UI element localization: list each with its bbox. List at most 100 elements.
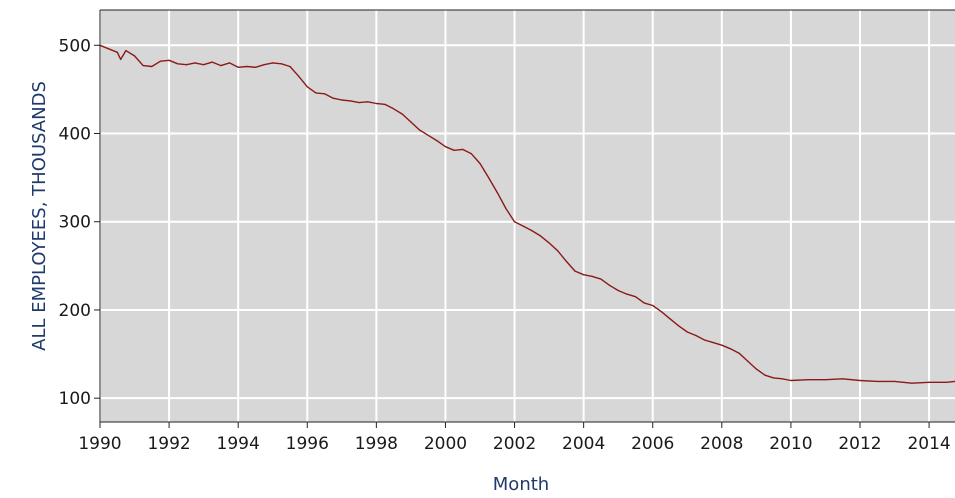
x-tick-label: 1996 <box>286 434 329 454</box>
data-point <box>721 344 723 346</box>
data-point <box>505 207 507 210</box>
data-point <box>254 66 257 68</box>
data-point <box>634 296 637 298</box>
series-group <box>99 44 955 384</box>
data-point <box>427 134 429 136</box>
data-point <box>617 289 619 292</box>
x-tick-label: 1992 <box>147 434 190 454</box>
data-point <box>643 302 645 304</box>
data-point <box>168 59 170 61</box>
data-point <box>401 113 403 115</box>
x-tick-label: 2012 <box>838 434 881 454</box>
data-point <box>755 368 758 370</box>
x-tick-label: 2010 <box>769 434 812 454</box>
data-point <box>686 331 688 333</box>
data-point <box>574 270 576 272</box>
data-point <box>747 360 749 362</box>
y-axis-ticks: 100 200 300 400 500 <box>59 36 100 409</box>
data-point <box>263 64 265 66</box>
data-point <box>531 230 533 232</box>
data-point <box>513 221 516 223</box>
data-point <box>462 148 464 150</box>
data-point <box>375 102 377 105</box>
data-point <box>220 65 222 67</box>
data-point <box>859 379 861 382</box>
data-point <box>773 377 775 379</box>
data-point <box>332 97 334 99</box>
data-point <box>341 99 343 101</box>
data-point <box>600 278 602 280</box>
data-point <box>133 55 136 57</box>
data-point <box>358 102 360 104</box>
y-tick-label: 100 <box>59 389 91 409</box>
data-point <box>246 65 248 68</box>
data-point <box>669 318 671 320</box>
data-point <box>444 146 447 148</box>
data-point <box>608 284 611 286</box>
data-point <box>418 129 421 131</box>
data-point <box>695 334 697 337</box>
data-point <box>738 352 740 354</box>
data-point <box>876 380 878 382</box>
x-axis-ticks: 1990 1992 1994 1996 1998 2000 2002 2004 2006 2008… <box>78 422 951 454</box>
data-point <box>626 293 628 295</box>
data-point <box>729 348 732 350</box>
data-point <box>522 225 524 227</box>
data-point <box>151 65 153 68</box>
data-point <box>393 108 395 110</box>
data-point <box>842 378 844 380</box>
data-point <box>272 62 274 64</box>
data-point <box>177 63 179 65</box>
data-point <box>807 379 809 381</box>
data-point <box>781 378 783 380</box>
data-point <box>185 64 187 66</box>
data-point <box>479 162 481 165</box>
data-point <box>280 63 282 65</box>
data-point <box>565 260 568 262</box>
x-tick-label: 2002 <box>493 434 536 454</box>
data-point <box>911 382 913 384</box>
data-point <box>488 177 490 179</box>
data-point <box>410 121 412 123</box>
data-point <box>764 374 766 376</box>
data-point <box>712 342 714 344</box>
data-point <box>211 61 213 63</box>
data-point <box>315 92 317 94</box>
data-point <box>496 192 498 194</box>
data-point <box>108 48 110 50</box>
data-point <box>116 51 118 53</box>
y-axis-title: ALL EMPLOYEES, THOUSANDS <box>29 81 50 351</box>
data-point <box>142 65 144 67</box>
y-tick-label: 500 <box>59 36 91 56</box>
y-tick-label: 400 <box>59 125 91 145</box>
data-point <box>289 65 291 68</box>
x-tick-label: 1990 <box>78 434 121 454</box>
plot-area <box>100 10 955 422</box>
data-point <box>298 75 300 77</box>
data-point <box>660 311 663 313</box>
data-point <box>120 58 122 61</box>
data-point <box>928 381 930 383</box>
data-point <box>539 235 542 237</box>
data-point <box>323 93 326 95</box>
data-point <box>790 379 792 382</box>
x-tick-label: 2000 <box>424 434 467 454</box>
data-point <box>237 66 239 68</box>
data-point <box>436 140 438 142</box>
data-point <box>349 100 352 102</box>
data-point <box>306 86 308 88</box>
series-line <box>99 44 955 384</box>
data-point <box>228 62 231 64</box>
y-tick-label: 200 <box>59 301 91 321</box>
y-tick-label: 300 <box>59 213 91 233</box>
data-point <box>159 60 162 62</box>
data-point <box>470 153 472 155</box>
data-point <box>203 64 205 66</box>
data-point <box>945 381 948 383</box>
x-tick-label: 2004 <box>562 434 605 454</box>
data-point <box>453 149 455 151</box>
data-point <box>703 339 706 341</box>
data-point <box>678 325 680 327</box>
data-point <box>194 62 196 64</box>
